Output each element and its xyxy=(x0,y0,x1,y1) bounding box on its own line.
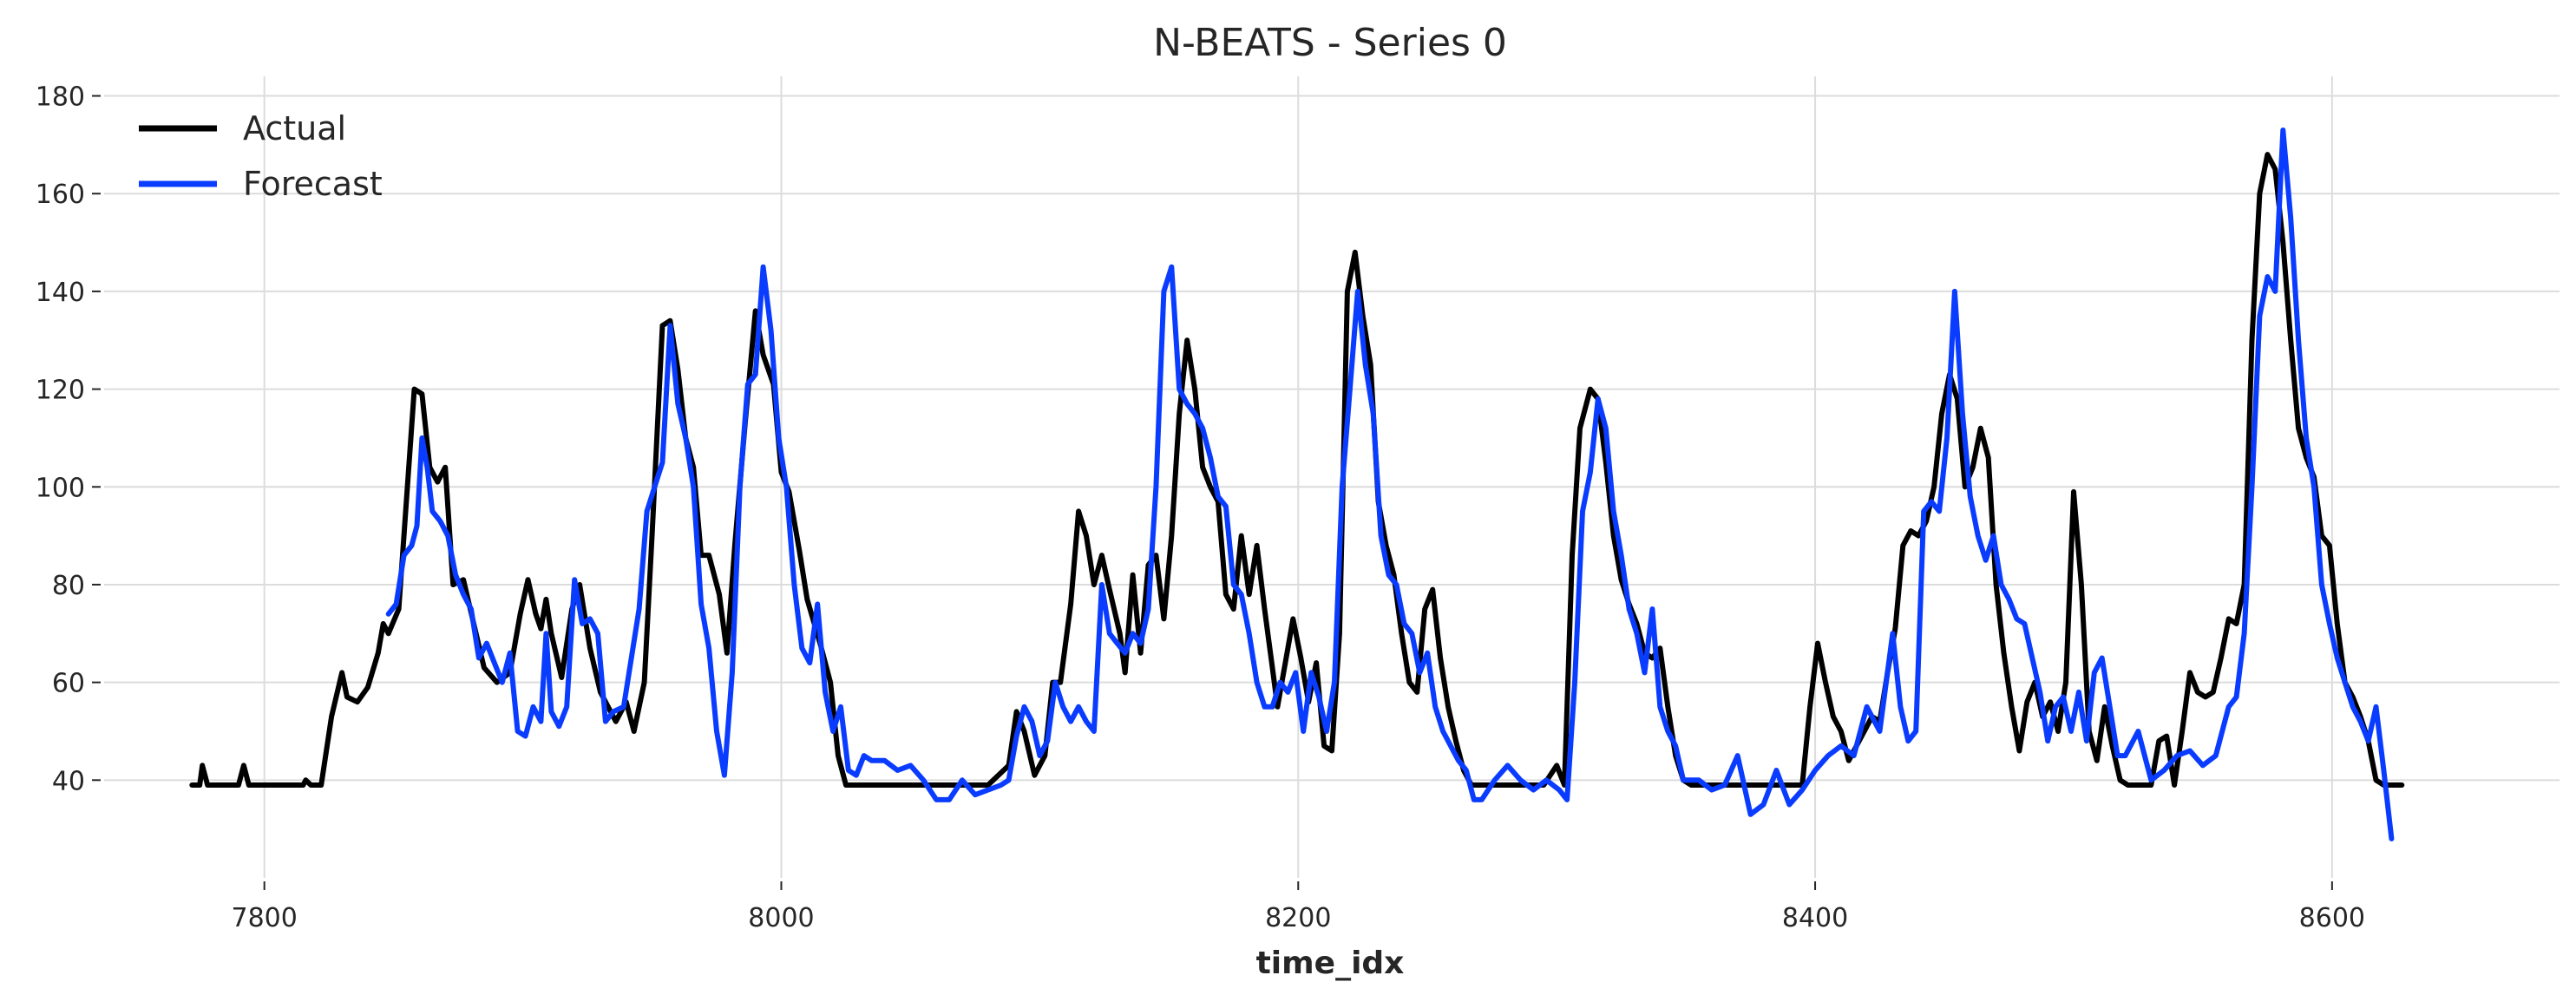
x-tick-label: 8400 xyxy=(1782,903,1848,933)
y-tick-label: 60 xyxy=(52,669,85,699)
y-tick-label: 160 xyxy=(36,180,85,210)
legend-label: Actual xyxy=(243,109,346,147)
series-line-forecast xyxy=(385,128,2395,841)
legend: Actual Forecast xyxy=(139,109,383,203)
axes: 40 60 80 100 120 140 160 180 7800 8000 8200 8400 860… xyxy=(36,82,2365,933)
legend-label: Forecast xyxy=(243,165,383,203)
x-tick-label: 8600 xyxy=(2299,903,2365,933)
chart-title: N-BEATS - Series 0 xyxy=(1153,21,1507,65)
y-tick-label: 120 xyxy=(36,376,85,406)
y-tick-label: 180 xyxy=(36,82,85,113)
x-tick-label: 8000 xyxy=(748,903,814,933)
series xyxy=(189,128,2405,841)
x-tick-label: 8200 xyxy=(1265,903,1331,933)
y-tick-label: 40 xyxy=(52,766,85,796)
x-tick-label: 7800 xyxy=(232,903,298,933)
x-axis-label: time_idx xyxy=(1256,946,1405,981)
y-tick-label: 140 xyxy=(36,278,85,308)
grid xyxy=(104,76,2560,878)
y-tick-label: 80 xyxy=(52,571,85,601)
y-tick-label: 100 xyxy=(36,473,85,503)
